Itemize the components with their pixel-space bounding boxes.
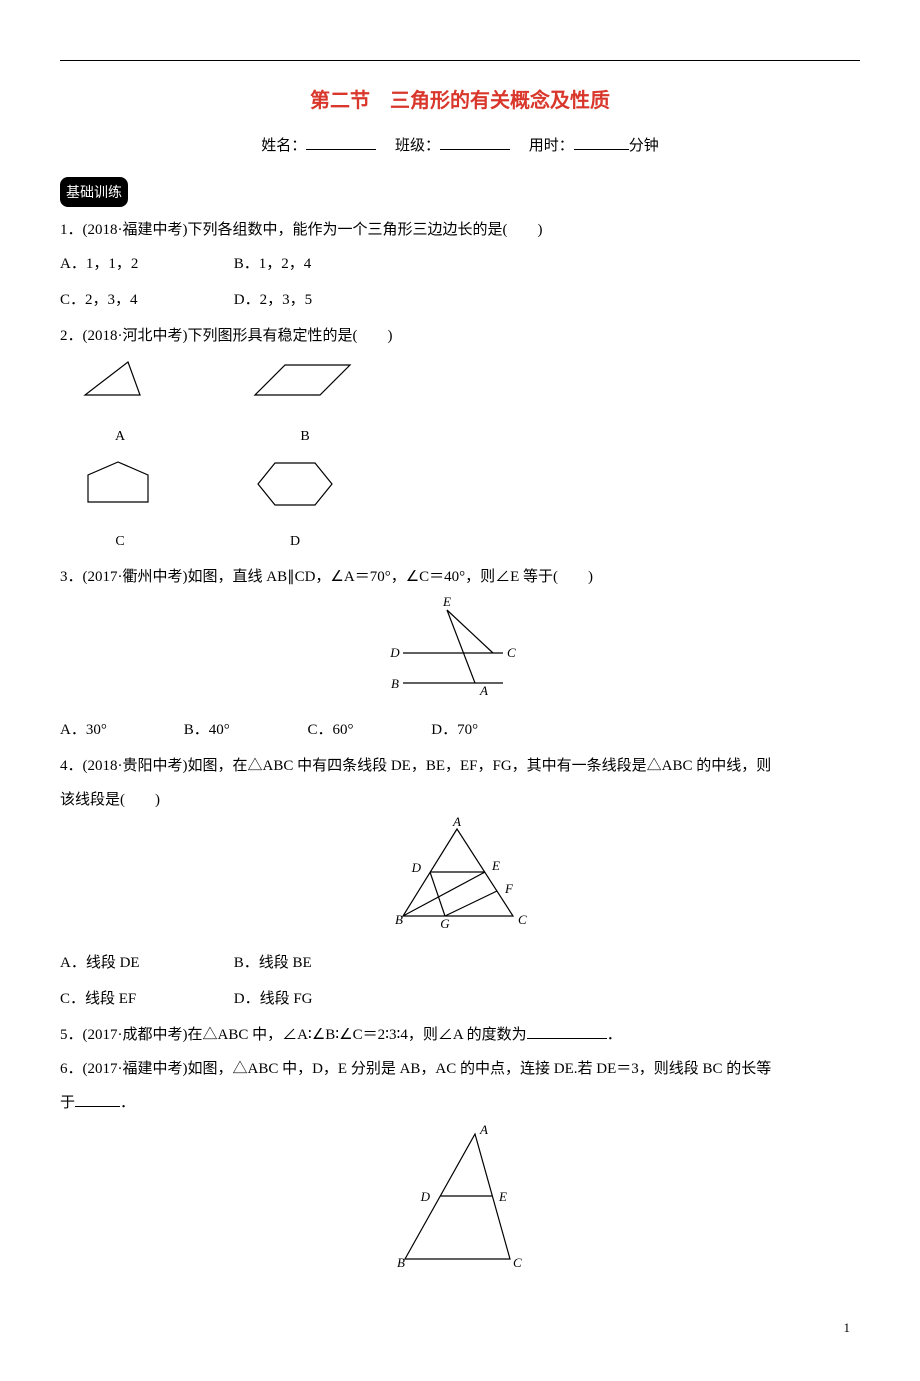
q4-opt-d: D．线段 FG — [234, 984, 404, 1014]
q1-opt-d: D．2，3，5 — [234, 285, 404, 315]
q5-pre: 5．(2017·成都中考)在△ABC 中，∠A∶∠B∶∠C＝2∶3∶4，则∠A … — [60, 1027, 527, 1043]
name-blank — [306, 134, 376, 150]
q1-opt-b: B．1，2，4 — [234, 249, 404, 279]
q2-label-d: D — [250, 528, 340, 556]
q4-lbl-g: G — [440, 916, 450, 931]
q2-fig-a: A — [80, 357, 160, 451]
question-1-options: A．1，1，2 B．1，2，4 — [60, 249, 860, 279]
time-unit: 分钟 — [629, 138, 659, 154]
name-label: 姓名： — [261, 138, 306, 154]
page-number: 1 — [60, 1315, 860, 1341]
q4-opt-a: A．线段 DE — [60, 948, 230, 978]
q6-lbl-e: E — [498, 1189, 507, 1204]
q3-opt-b: B．40° — [184, 715, 304, 745]
q2-fig-d: D — [250, 457, 340, 556]
question-4-stem-b: 该线段是( ) — [60, 785, 860, 815]
question-6-line1: 6．(2017·福建中考)如图，△ABC 中，D，E 分别是 AB，AC 的中点… — [60, 1054, 860, 1084]
q3-lbl-e: E — [442, 594, 451, 609]
q4-opt-b: B．线段 BE — [234, 948, 404, 978]
q6-blank — [75, 1106, 120, 1107]
time-blank — [574, 134, 629, 150]
section-badge: 基础训练 — [60, 177, 128, 207]
q6-lbl-d: D — [420, 1189, 431, 1204]
q4-lbl-b: B — [395, 912, 403, 927]
q2-figures-row2: C D — [80, 457, 860, 556]
q2-label-b: B — [250, 423, 360, 451]
question-4-options: A．线段 DE B．线段 BE — [60, 948, 860, 978]
question-2-stem: 2．(2018·河北中考)下列图形具有稳定性的是( ) — [60, 321, 860, 351]
question-4-stem-a: 4．(2018·贵阳中考)如图，在△ABC 中有四条线段 DE，BE，EF，FG… — [60, 751, 860, 781]
question-3-stem: 3．(2017·衢州中考)如图，直线 AB∥CD，∠A＝70°，∠C＝40°，则… — [60, 562, 860, 592]
q6-figure: A D E B C — [60, 1124, 860, 1285]
q2-fig-c: C — [80, 457, 160, 556]
q6-lbl-a: A — [479, 1122, 488, 1137]
question-5: 5．(2017·成都中考)在△ABC 中，∠A∶∠B∶∠C＝2∶3∶4，则∠A … — [60, 1020, 860, 1050]
top-rule — [60, 60, 860, 61]
q1-opt-a: A．1，1，2 — [60, 249, 230, 279]
q4-lbl-d: D — [411, 860, 422, 875]
q3-opt-c: C．60° — [308, 715, 428, 745]
q3-figure: E D C B A — [60, 598, 860, 709]
q2-label-c: C — [80, 528, 160, 556]
q6-lbl-b: B — [397, 1255, 405, 1270]
q3-lbl-c: C — [507, 645, 516, 660]
student-info-line: 姓名： 班级： 用时： 分钟 — [60, 131, 860, 161]
q4-figure: A D E F B G C — [60, 821, 860, 942]
q3-lbl-b: B — [391, 676, 399, 691]
class-blank — [440, 134, 510, 150]
q3-lbl-a: A — [479, 683, 488, 698]
q6-post: ． — [120, 1095, 135, 1111]
q6-lbl-c: C — [513, 1255, 522, 1270]
q4-lbl-a: A — [452, 814, 461, 829]
question-1-stem: 1．(2018·福建中考)下列各组数中，能作为一个三角形三边边长的是( ) — [60, 215, 860, 245]
question-1-options-2: C．2，3，4 D．2，3，5 — [60, 285, 860, 315]
q3-opt-d: D．70° — [431, 715, 551, 745]
q2-label-a: A — [80, 423, 160, 451]
time-label: 用时： — [529, 138, 574, 154]
q4-lbl-c: C — [518, 912, 527, 927]
question-4-options-2: C．线段 EF D．线段 FG — [60, 984, 860, 1014]
q2-figures-row1: A B — [80, 357, 860, 451]
q4-lbl-e: E — [491, 858, 500, 873]
q6-pre: 于 — [60, 1095, 75, 1111]
q5-post: ． — [607, 1027, 622, 1043]
q3-opt-a: A．30° — [60, 715, 180, 745]
q4-opt-c: C．线段 EF — [60, 984, 230, 1014]
q5-blank — [527, 1038, 607, 1039]
question-3-options: A．30° B．40° C．60° D．70° — [60, 715, 860, 745]
q4-lbl-f: F — [504, 881, 514, 896]
q3-lbl-d: D — [389, 645, 400, 660]
question-6-line2: 于． — [60, 1088, 860, 1118]
page-title: 第二节 三角形的有关概念及性质 — [60, 81, 860, 121]
q1-opt-c: C．2，3，4 — [60, 285, 230, 315]
q2-fig-b: B — [250, 357, 360, 451]
class-label: 班级： — [395, 138, 440, 154]
